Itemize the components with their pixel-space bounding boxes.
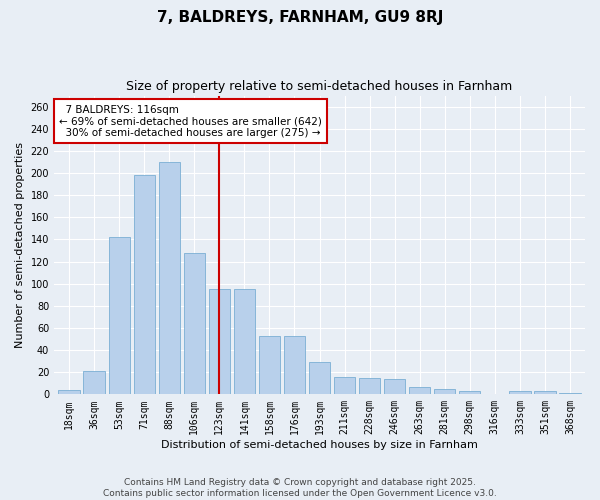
Bar <box>58 390 80 394</box>
Bar <box>158 162 180 394</box>
Text: 7 BALDREYS: 116sqm
← 69% of semi-detached houses are smaller (642)
  30% of semi: 7 BALDREYS: 116sqm ← 69% of semi-detache… <box>59 104 322 138</box>
Bar <box>509 391 530 394</box>
Bar <box>234 289 255 395</box>
Text: Contains HM Land Registry data © Crown copyright and database right 2025.
Contai: Contains HM Land Registry data © Crown c… <box>103 478 497 498</box>
Bar <box>559 393 581 394</box>
Bar <box>83 371 105 394</box>
Text: 7, BALDREYS, FARNHAM, GU9 8RJ: 7, BALDREYS, FARNHAM, GU9 8RJ <box>157 10 443 25</box>
Bar <box>259 336 280 394</box>
Title: Size of property relative to semi-detached houses in Farnham: Size of property relative to semi-detach… <box>127 80 512 93</box>
Bar <box>409 386 430 394</box>
Bar <box>384 379 406 394</box>
Bar <box>459 391 481 394</box>
Bar <box>434 389 455 394</box>
Bar <box>359 378 380 394</box>
Bar <box>334 376 355 394</box>
Bar <box>309 362 330 394</box>
Bar <box>109 237 130 394</box>
Bar <box>284 336 305 394</box>
Bar <box>134 175 155 394</box>
Bar <box>184 252 205 394</box>
Y-axis label: Number of semi-detached properties: Number of semi-detached properties <box>15 142 25 348</box>
X-axis label: Distribution of semi-detached houses by size in Farnham: Distribution of semi-detached houses by … <box>161 440 478 450</box>
Bar <box>534 391 556 394</box>
Bar <box>209 289 230 395</box>
